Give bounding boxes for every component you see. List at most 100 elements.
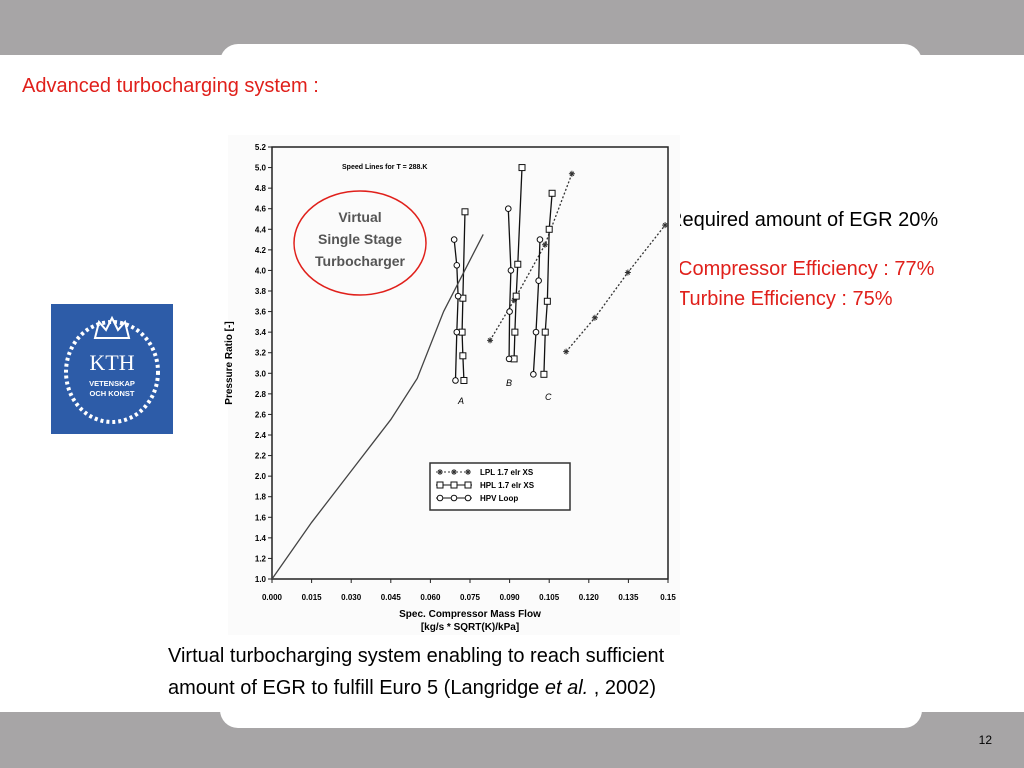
y-tick-label: 4.0 [255,266,267,275]
y-tick-label: 1.4 [255,534,267,543]
y-tick-label: 2.2 [255,452,267,461]
marker [452,377,459,384]
marker [536,236,544,243]
legend-marker [465,469,471,475]
marker [504,205,512,213]
marker [512,292,520,300]
note: Compressor Efficiency : 77% [678,258,935,280]
chart-title: Speed Lines for T = 288.K [342,164,427,171]
marker [514,260,522,268]
legend-marker [437,469,443,475]
logo-background [51,304,173,434]
logo: KTH VETENSKAP OCH KONST [51,304,173,434]
marker [518,164,526,172]
panel-bottom [220,690,922,728]
x-axis-label: [kg/s * SQRT(K)/kPa] [421,622,519,633]
x-tick-label: 0.135 [618,593,639,602]
marker [453,261,461,269]
y-tick-label: 2.8 [255,390,267,399]
marker [624,269,631,276]
marker [511,297,518,304]
marker [511,328,519,336]
x-tick-label: 0.045 [381,593,402,602]
note: Turbine Efficiency : 75% [678,288,893,310]
legend-label: HPL 1.7 elr XS [480,481,535,490]
x-tick-label: 0.105 [539,593,560,602]
highlight-circle [293,190,427,296]
marker [450,236,458,243]
x-tick-label: 0.090 [500,593,521,602]
marker [545,225,553,233]
y-tick-label: 1.0 [255,575,267,584]
caption-italic: et al. [544,677,589,699]
logo-crown [93,315,131,339]
series-line [489,173,666,353]
y-tick-label: 4.8 [255,184,267,193]
legend-marker [464,481,472,489]
x-tick-label: 0.030 [341,593,362,602]
x-tick-label: 0.075 [460,593,481,602]
legend-label: LPL 1.7 elr XS [480,468,534,477]
y-tick-label: 5.0 [255,164,267,173]
marker [563,348,570,355]
caption-text: amount of EGR to fulfill Euro 5 (Langrid… [168,677,540,699]
annotation: Turbocharger [315,253,406,269]
marker [548,189,556,197]
caption: amount of EGR to fulfill Euro 5 (Langrid… [168,677,656,700]
y-tick-label: 4.2 [255,246,267,255]
logo-text: OCH KONST [90,389,135,398]
legend-label: HPV Loop [480,494,518,503]
marker [461,208,469,216]
y-tick-label: 3.8 [255,287,267,296]
chart-background [228,135,680,635]
series-line [271,234,484,580]
marker [568,170,575,177]
caption-text: , 2002) [593,677,657,699]
y-tick-label: 4.6 [255,205,267,214]
y-tick-label: 3.4 [255,328,267,337]
x-axis-label: Spec. Compressor Mass Flow [399,609,541,620]
marker [505,355,513,363]
x-tick-label: 0.15 [660,593,676,602]
y-tick-label: 2.0 [255,472,267,481]
marker [541,241,548,248]
marker [530,371,537,378]
y-tick-label: 1.8 [255,493,267,502]
y-tick-label: 3.0 [255,369,267,378]
y-tick-label: 4.4 [255,225,267,234]
legend-marker [464,494,472,502]
marker [532,328,540,336]
y-tick-label: 1.6 [255,513,267,522]
y-tick-label: 3.6 [255,308,267,317]
logo-text: VETENSKAP [89,379,135,388]
legend-marker [436,481,444,489]
y-tick-label: 1.2 [255,554,267,563]
y-axis-label: Pressure Ratio [-] [224,321,235,404]
marker [535,277,542,285]
annotation: C [545,392,552,402]
marker [591,314,598,321]
marker [460,376,468,384]
x-tick-label: 0.120 [579,593,600,602]
y-tick-label: 2.4 [255,431,267,440]
legend-marker [451,469,457,475]
logo-wreath [64,320,160,424]
marker [543,297,551,305]
y-tick-label: 2.6 [255,410,267,419]
marker [507,267,515,274]
marker [662,222,669,229]
annotation: B [506,378,512,388]
annotation: A [457,396,464,406]
marker [453,328,461,336]
legend-marker [450,481,458,489]
caption: Virtual turbocharging system enabling to… [168,645,665,667]
annotation: Virtual [338,209,381,225]
x-tick-label: 0.000 [262,593,283,602]
y-tick-label: 3.2 [255,349,267,358]
panel-tab [220,44,922,84]
marker [454,292,462,300]
note: Required amount of EGR 20% [668,209,939,231]
logo-text: KTH [89,350,134,375]
x-tick-label: 0.060 [420,593,441,602]
